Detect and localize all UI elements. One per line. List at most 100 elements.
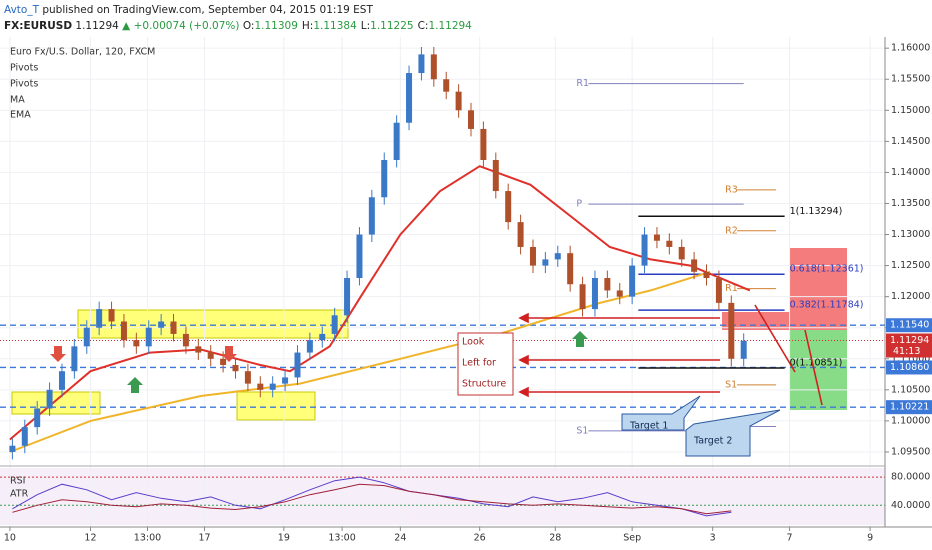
y-tick-label: 1.16000 [891,43,930,54]
candle-body [542,259,549,266]
x-tick-label: 19 [278,533,290,544]
symbol: FX:EURUSD [4,20,73,32]
x-tick-label: 28 [549,533,561,544]
fib-label: 0.382(1.11784) [790,300,864,311]
candle-body [393,122,400,160]
candle-body [257,383,264,390]
header: Avto_T published on TradingView.com, Sep… [4,2,476,34]
pivot-label: R1 [576,78,589,89]
candle-body [120,321,127,341]
candle-body [46,389,53,409]
rsi-tick-label: 40.0000 [891,500,930,511]
quote-line: FX:EURUSD 1.11294 ▲ +0.00074 (+0.07%) O:… [4,18,476,34]
indicator-label: Pivots [10,79,38,90]
candle-body [244,371,251,384]
y-tick-label: 1.14000 [891,167,930,178]
header-line: Avto_T published on TradingView.com, Sep… [4,2,476,18]
candle-body [678,246,685,260]
countdown: 41:13 [893,346,920,357]
fib-label: 1(1.13294) [790,206,843,217]
y-tick-label: 1.10500 [891,384,930,395]
x-tick-label: 17 [198,533,210,544]
candle-body [381,159,388,198]
y-tick-label: 1.13000 [891,229,930,240]
rsi-label: ATR [10,489,29,500]
candle-body [505,191,512,223]
candle-body [604,278,611,291]
note-box [457,332,514,396]
x-tick-label: 3 [710,533,716,544]
fib-label: 0.618(1.12361) [790,264,864,275]
rsi-line [12,483,732,515]
fib-label: 0(1.10851) [790,358,843,369]
ma-line [9,165,751,441]
candle-body [715,278,722,303]
x-tick-label: 9 [867,533,873,544]
last-price-label: 1.11294 [890,335,929,346]
y-tick-label: 1.15000 [891,105,930,116]
callout-text: Target 2 [693,436,732,447]
candle-body [443,79,450,92]
candle-body [517,222,524,247]
last-price-tag [886,333,932,358]
candle-body [691,259,698,272]
candle-body [666,240,673,247]
candle-body [728,302,735,359]
candle-body [492,159,499,192]
x-tick-label: 10 [4,533,16,544]
candle-body [554,253,561,260]
candle-body [145,327,152,347]
candle-body [703,271,710,279]
candle-body [170,321,177,334]
candle-body [579,284,586,310]
candle-body [195,346,202,353]
pivot-label: P [576,199,582,210]
candle-body [83,327,90,347]
candle-body [455,91,462,111]
published: published on TradingView.com, September … [42,4,373,16]
callout [685,409,781,457]
quote-value: 1.11294 [428,20,472,32]
candle-body [356,234,363,279]
note-text: Structure [462,379,506,390]
x-tick-label: 12 [84,533,96,544]
y-tick-label: 1.12000 [891,291,930,302]
candle-body [480,128,487,160]
level-label: 1.10860 [890,362,929,373]
candle-body [418,54,425,74]
x-tick-label: 13:00 [328,533,355,544]
note-text: Left for [462,358,496,369]
quote-value: 1.11225 [370,20,414,32]
callout-text: Target 1 [629,421,668,432]
candle-body [641,234,648,266]
candle-body [21,427,28,446]
callout [621,395,701,431]
pivot-label: S1 [576,425,588,436]
pivot-label: R2 [725,225,738,236]
candle-body [182,333,189,347]
quote-label: C: [417,20,429,32]
candle-body [58,371,65,390]
up-arrow [127,377,143,393]
change: ▲ +0.00074 (+0.07%) [122,20,240,32]
ohlc: O:1.11309 H:1.11384 L:1.11225 C:1.11294 [243,20,476,32]
down-arrow [50,346,66,362]
candle-body [653,234,660,241]
quote-label: H: [301,20,314,32]
candle-body [468,110,475,129]
candle-body [567,253,574,285]
y-tick-label: 1.09500 [891,446,930,457]
candle-body [616,290,623,297]
candle-body [9,445,16,452]
up-arrow [572,331,588,347]
arrow [804,329,823,406]
level-label: 1.11540 [890,320,929,331]
y-tick-label: 1.13500 [891,198,930,209]
indicator-label: EMA [10,110,31,121]
y-tick-label: 1.10000 [891,415,930,426]
y-tick-label: 1.14500 [891,136,930,147]
rsi-line [12,476,732,517]
candle-body [158,321,165,328]
pivot-label: R1 [725,283,738,294]
